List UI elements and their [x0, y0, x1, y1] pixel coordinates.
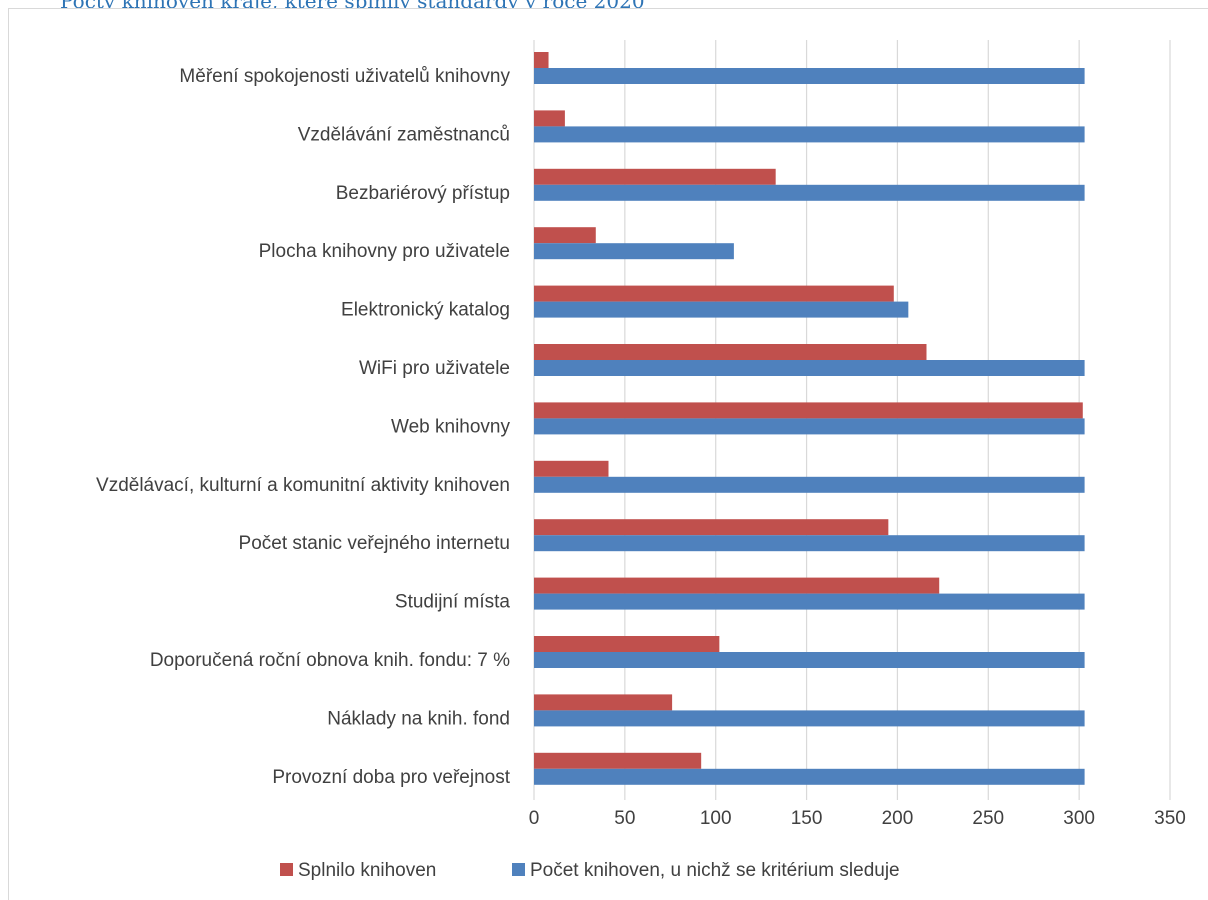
category-label-4: Elektronický katalog — [341, 300, 510, 321]
legend-label-0: Splnilo knihoven — [298, 860, 436, 881]
bar-sleduje-6 — [534, 418, 1085, 435]
bar-sleduje-0 — [534, 68, 1085, 84]
bar-splnilo-7 — [534, 460, 609, 477]
bar-splnilo-6 — [534, 402, 1083, 419]
bar-splnilo-3 — [534, 227, 596, 244]
x-tick-label-150: 150 — [791, 808, 823, 829]
bar-sleduje-11 — [534, 710, 1085, 727]
x-tick-label-300: 300 — [1063, 808, 1095, 829]
category-label-0: Měření spokojenosti uživatelů knihovny — [179, 66, 510, 87]
bar-splnilo-9 — [534, 577, 940, 594]
category-label-2: Bezbariérový přístup — [336, 183, 510, 204]
bar-sleduje-12 — [534, 768, 1085, 785]
bar-splnilo-8 — [534, 519, 889, 536]
x-tick-label-50: 50 — [614, 808, 635, 829]
bar-splnilo-1 — [534, 110, 565, 127]
category-labels: Měření spokojenosti uživatelů knihovny Vz… — [96, 66, 511, 788]
bar-sleduje-10 — [534, 652, 1085, 668]
x-tick-label-250: 250 — [972, 808, 1004, 829]
x-tick-label-0: 0 — [529, 808, 540, 829]
legend-swatch-0 — [280, 863, 293, 876]
bar-sleduje-7 — [534, 476, 1085, 493]
bar-sleduje-2 — [534, 184, 1085, 201]
category-label-10: Doporučená roční obnova knih. fondu: 7 % — [150, 650, 510, 671]
bar-sleduje-3 — [534, 243, 734, 260]
x-tick-label-200: 200 — [882, 808, 914, 829]
bar-sleduje-9 — [534, 593, 1085, 610]
bar-splnilo-10 — [534, 636, 720, 652]
bar-splnilo-11 — [534, 694, 673, 711]
x-tick-label-350: 350 — [1154, 808, 1186, 829]
x-tick-label-100: 100 — [700, 808, 732, 829]
bar-splnilo-0 — [534, 52, 549, 68]
legend-swatch-1 — [512, 863, 525, 876]
legend-label-1: Počet knihoven, u nichž se kritérium sle… — [530, 860, 900, 881]
bar-sleduje-8 — [534, 535, 1085, 552]
bar-splnilo-4 — [534, 285, 894, 302]
chart-frame — [8, 8, 1208, 900]
legend: Splnilo knihoven Počet knihoven, u nichž … — [280, 860, 900, 881]
category-label-9: Studijní místa — [395, 592, 511, 613]
category-label-3: Plocha knihovny pro uživatele — [259, 241, 510, 262]
category-label-12: Provozní doba pro veřejnost — [272, 767, 510, 788]
bar-splnilo-2 — [534, 168, 776, 185]
bars — [534, 52, 1085, 785]
bar-splnilo-5 — [534, 344, 927, 360]
category-label-7: Vzdělávací, kulturní a komunitní aktivit… — [96, 475, 510, 496]
bar-sleduje-5 — [534, 360, 1085, 376]
category-label-11: Náklady na knih. fond — [327, 708, 510, 729]
bar-splnilo-12 — [534, 752, 702, 769]
bar-sleduje-4 — [534, 301, 909, 318]
category-label-6: Web knihovny — [391, 416, 510, 437]
x-tick-labels: 0 50 100 150 200 250 300 350 — [529, 808, 1186, 829]
category-label-8: Počet stanic veřejného internetu — [239, 533, 510, 554]
category-label-1: Vzdělávání zaměstnanců — [298, 124, 510, 145]
category-label-5: WiFi pro uživatele — [359, 358, 510, 379]
bar-sleduje-1 — [534, 126, 1085, 143]
